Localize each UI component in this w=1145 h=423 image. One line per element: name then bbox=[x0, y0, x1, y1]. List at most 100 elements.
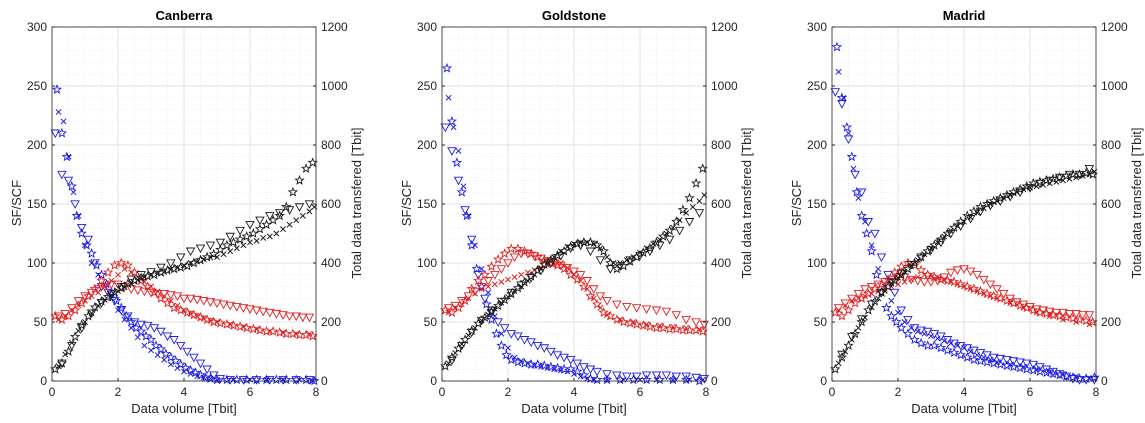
canberra-ylabel-left: SF/SCF bbox=[9, 180, 24, 226]
canberra-series-blue-star bbox=[51, 84, 320, 386]
data-point bbox=[980, 290, 987, 297]
data-point bbox=[453, 302, 464, 313]
data-point bbox=[240, 323, 247, 330]
madrid-ytick-right-label: 1000 bbox=[1101, 79, 1128, 93]
data-point bbox=[1051, 308, 1062, 318]
goldstone-ylabel-left: SF/SCF bbox=[399, 180, 414, 226]
data-point bbox=[511, 354, 518, 361]
data-point bbox=[148, 283, 154, 290]
data-point bbox=[1041, 308, 1052, 319]
data-point bbox=[625, 256, 635, 265]
data-point bbox=[1068, 374, 1078, 384]
data-point bbox=[602, 297, 612, 306]
canberra-xtick-label: 4 bbox=[181, 385, 188, 399]
data-point bbox=[194, 258, 201, 265]
data-point bbox=[490, 271, 500, 280]
goldstone-ytick-left-label: 100 bbox=[417, 256, 437, 270]
data-point bbox=[123, 312, 133, 322]
data-point bbox=[866, 282, 877, 292]
data-point bbox=[161, 268, 168, 275]
data-point bbox=[459, 334, 471, 345]
data-point bbox=[156, 263, 166, 273]
data-point bbox=[56, 127, 68, 138]
data-point bbox=[299, 212, 306, 219]
canberra-ytick-right-label: 1200 bbox=[321, 20, 348, 34]
data-point bbox=[135, 325, 147, 336]
data-point bbox=[939, 273, 949, 283]
data-point bbox=[1001, 295, 1013, 306]
data-point bbox=[532, 341, 543, 351]
data-point bbox=[498, 299, 505, 306]
data-point bbox=[585, 373, 596, 384]
canberra-series-red-triangle bbox=[53, 280, 315, 323]
data-point bbox=[121, 284, 128, 291]
madrid-ytick-left-label: 100 bbox=[807, 256, 827, 270]
data-point bbox=[981, 356, 993, 367]
data-point bbox=[50, 129, 61, 139]
data-point bbox=[254, 223, 266, 234]
data-point bbox=[683, 324, 690, 331]
data-point bbox=[602, 370, 612, 379]
data-point bbox=[483, 277, 493, 286]
data-point bbox=[136, 320, 146, 330]
data-point bbox=[853, 290, 864, 299]
data-point bbox=[1054, 370, 1065, 379]
data-point bbox=[590, 295, 597, 302]
data-point bbox=[286, 221, 293, 228]
data-point bbox=[1079, 173, 1086, 179]
data-point bbox=[146, 268, 156, 277]
data-point bbox=[565, 356, 576, 365]
canberra-xtick-label: 2 bbox=[115, 385, 122, 399]
data-point bbox=[76, 223, 87, 233]
data-point bbox=[1005, 192, 1015, 202]
data-point bbox=[451, 157, 463, 168]
data-point bbox=[76, 319, 87, 330]
data-point bbox=[544, 365, 551, 371]
data-point bbox=[194, 313, 201, 320]
data-point bbox=[150, 340, 162, 351]
data-point bbox=[154, 288, 161, 295]
data-point bbox=[284, 206, 295, 215]
data-point bbox=[241, 231, 252, 241]
data-point bbox=[106, 280, 117, 290]
data-point bbox=[1086, 171, 1093, 178]
data-point bbox=[552, 351, 563, 360]
data-point bbox=[452, 350, 459, 356]
data-point bbox=[571, 240, 577, 247]
data-point bbox=[981, 288, 993, 299]
data-point bbox=[293, 217, 300, 224]
data-point bbox=[888, 280, 895, 287]
data-point bbox=[585, 236, 596, 247]
data-point bbox=[902, 328, 914, 339]
data-point bbox=[182, 307, 193, 317]
goldstone-ytick-right-label: 1200 bbox=[711, 20, 738, 34]
data-point bbox=[565, 244, 576, 254]
data-point bbox=[886, 275, 897, 285]
data-point bbox=[287, 328, 299, 339]
data-point bbox=[955, 349, 966, 360]
madrid-ytick-right-label: 0 bbox=[1101, 374, 1108, 388]
madrid-series-red-triangle bbox=[833, 265, 1095, 320]
madrid-ytick-left-label: 0 bbox=[820, 374, 827, 388]
data-point bbox=[227, 248, 234, 255]
data-point bbox=[975, 207, 986, 217]
data-point bbox=[463, 292, 474, 301]
data-point bbox=[134, 277, 141, 284]
data-point bbox=[575, 241, 586, 251]
data-point bbox=[870, 229, 880, 239]
data-point bbox=[929, 340, 940, 351]
data-point bbox=[67, 304, 77, 313]
data-point bbox=[1018, 300, 1029, 310]
data-point bbox=[921, 271, 928, 278]
data-point bbox=[552, 362, 563, 373]
data-point bbox=[455, 147, 462, 154]
madrid-ytick-left-label: 200 bbox=[807, 138, 827, 152]
goldstone-xtick-label: 6 bbox=[637, 385, 644, 399]
data-point bbox=[513, 332, 523, 342]
data-point bbox=[856, 188, 867, 198]
data-point bbox=[466, 235, 477, 245]
data-point bbox=[612, 371, 622, 381]
data-point bbox=[63, 176, 74, 186]
data-point bbox=[524, 360, 531, 367]
